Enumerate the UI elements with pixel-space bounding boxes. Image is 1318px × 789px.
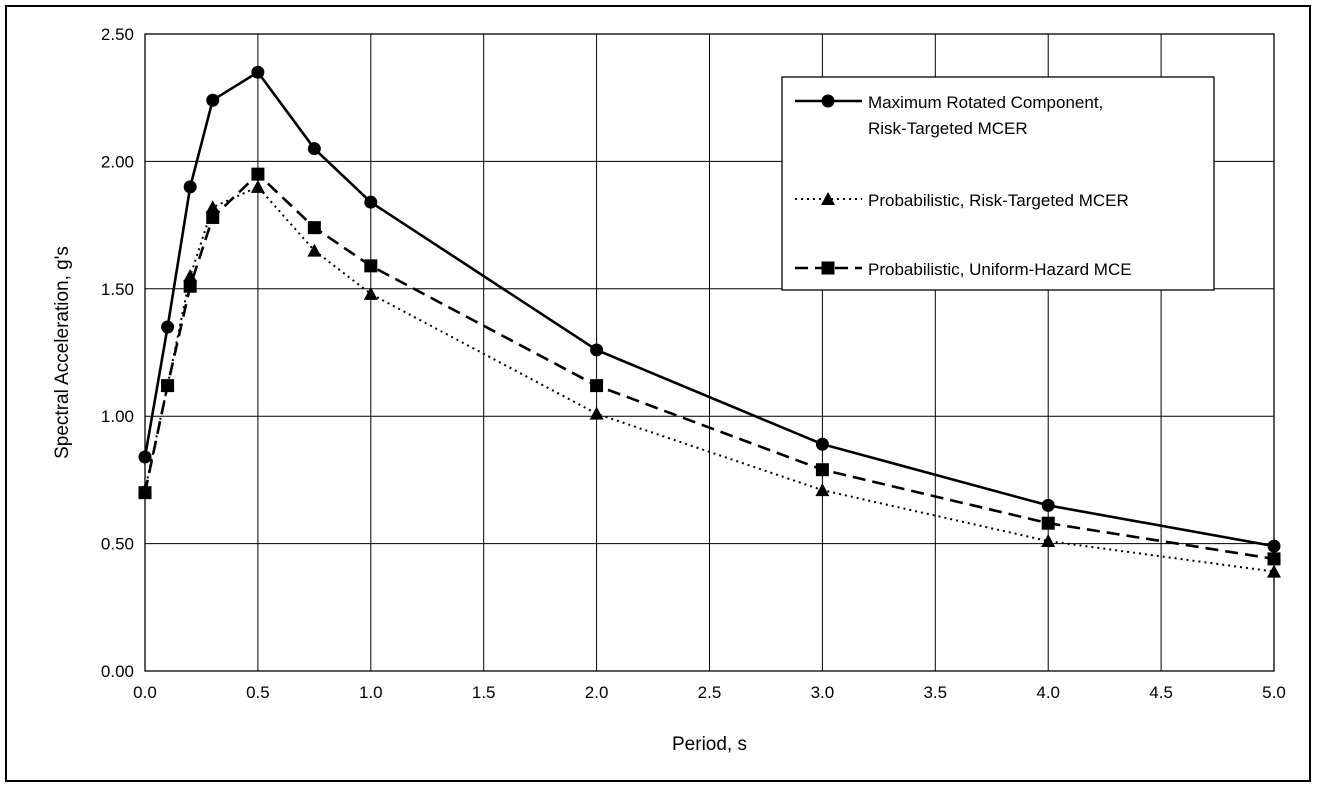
legend-item: Probabilistic, Risk-Targeted MCER [795, 191, 1129, 210]
x-tick-label: 4.5 [1149, 683, 1173, 702]
data-point [206, 210, 220, 224]
y-axis-ticks: 0.00 0.50 1.00 1.50 2.00 2.50 [101, 25, 134, 681]
data-point [815, 463, 829, 477]
legend-label: Probabilistic, Uniform-Hazard MCE [868, 260, 1132, 279]
data-point [590, 343, 604, 357]
data-point [307, 142, 321, 156]
x-axis-title: Period, s [672, 734, 747, 755]
y-tick-label: 1.00 [101, 407, 134, 426]
legend-label: Probabilistic, Risk-Targeted MCER [868, 191, 1129, 210]
data-point [1267, 539, 1281, 553]
data-point [589, 406, 604, 420]
data-point [1041, 534, 1056, 548]
data-point [364, 195, 378, 209]
data-point [251, 65, 265, 79]
data-point [183, 279, 197, 293]
data-point [206, 93, 220, 107]
y-tick-label: 2.50 [101, 25, 134, 44]
x-tick-label: 3.5 [923, 683, 947, 702]
series-square [138, 167, 1281, 566]
x-tick-label: 2.5 [698, 683, 722, 702]
legend-marker [821, 192, 835, 205]
y-tick-label: 1.50 [101, 280, 134, 299]
x-tick-label: 0.5 [246, 683, 270, 702]
data-point [590, 379, 604, 393]
legend-item: Probabilistic, Uniform-Hazard MCE [795, 260, 1132, 279]
data-point [138, 450, 152, 464]
data-point [307, 243, 322, 257]
data-point [138, 486, 152, 500]
legend-marker [821, 94, 835, 108]
legend: Maximum Rotated Component, Risk-Targeted … [781, 76, 1215, 291]
data-point [364, 259, 378, 273]
data-point [183, 269, 198, 283]
legend-label: Risk-Targeted MCER [868, 119, 1028, 138]
x-tick-label: 1.0 [359, 683, 383, 702]
data-point [1267, 552, 1281, 566]
data-point [307, 221, 321, 235]
data-point [815, 483, 830, 497]
y-tick-label: 0.50 [101, 535, 134, 554]
y-tick-label: 2.00 [101, 152, 134, 171]
x-tick-label: 2.0 [585, 683, 609, 702]
y-tick-label: 0.00 [101, 662, 134, 681]
data-point [1041, 516, 1055, 530]
legend-marker [821, 261, 835, 275]
x-tick-label: 1.5 [472, 683, 496, 702]
data-point [183, 180, 197, 194]
legend-label: Maximum Rotated Component, [868, 93, 1103, 112]
y-axis-title: Spectral Acceleration, g's [52, 246, 73, 459]
data-point [363, 286, 378, 300]
legend-item: Maximum Rotated Component, Risk-Targeted … [795, 93, 1103, 138]
data-point [250, 179, 265, 193]
x-axis-ticks: 0.0 0.5 1.0 1.5 2.0 2.5 3.0 3.5 4.0 4.5 5.0 [133, 683, 1286, 702]
series-circle [138, 65, 1281, 553]
data-point [161, 320, 175, 334]
data-point [815, 437, 829, 451]
data-point [1267, 564, 1281, 578]
data-point [251, 167, 265, 181]
x-tick-label: 0.0 [133, 683, 157, 702]
data-point [161, 379, 175, 393]
x-tick-label: 5.0 [1262, 683, 1286, 702]
series-line [144, 185, 1275, 573]
legend-box [781, 76, 1215, 291]
data-point [1041, 498, 1055, 512]
series-layer [138, 65, 1281, 578]
x-tick-label: 3.0 [811, 683, 835, 702]
data-point [205, 200, 220, 214]
x-tick-label: 4.0 [1036, 683, 1060, 702]
